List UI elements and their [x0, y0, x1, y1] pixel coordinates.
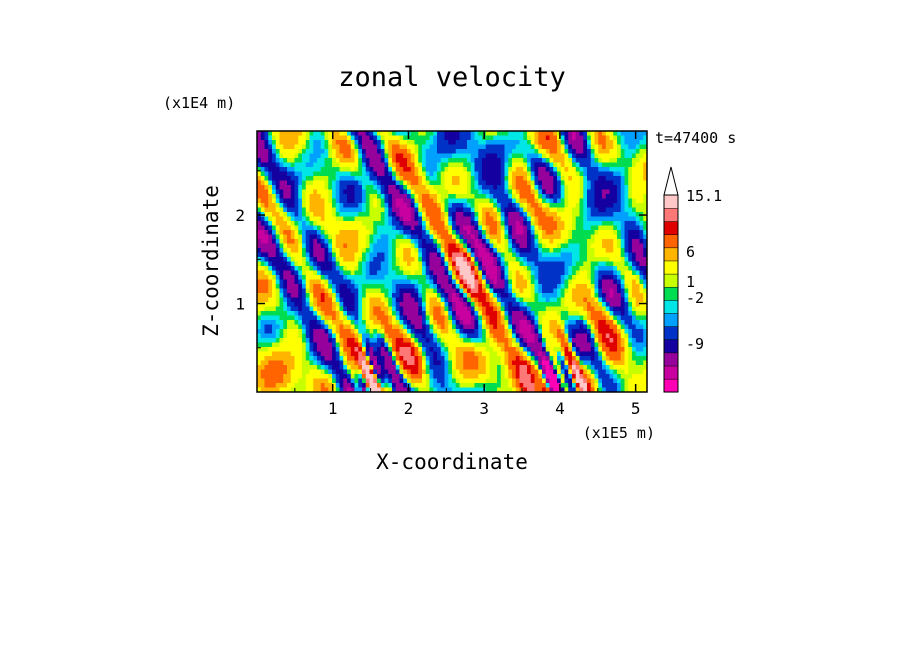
y-axis-label: Z-coordinate [199, 185, 223, 337]
colorbar-swatch [663, 299, 679, 314]
colorbar-label: 6 [686, 243, 695, 261]
colorbar-label: -2 [686, 289, 704, 307]
colorbar-swatch [663, 273, 679, 288]
colorbar-frame [663, 194, 679, 393]
y-tick-label: 2 [235, 206, 245, 225]
velocity-field [257, 131, 647, 392]
x-tick-label: 1 [328, 399, 338, 418]
colorbar-label: -9 [686, 335, 704, 353]
colorbar-swatch [663, 352, 679, 367]
x-tick-label: 3 [479, 399, 489, 418]
chart-title: zonal velocity [338, 62, 566, 93]
x-axis-unit: (x1E5 m) [583, 424, 655, 442]
y-axis: 12 [235, 170, 647, 349]
colorbar-swatch [663, 312, 679, 327]
y-tick-label: 1 [235, 295, 245, 314]
colorbar-label: 1 [686, 273, 695, 291]
time-label: t=47400 s [655, 129, 736, 147]
colorbar-swatch [663, 326, 679, 341]
colorbar-swatch [663, 221, 679, 235]
colorbar-swatch [663, 234, 679, 249]
x-tick-label: 5 [631, 399, 641, 418]
x-tick-label: 4 [555, 399, 565, 418]
colorbar-swatch [663, 194, 679, 209]
colorbar-swatch [663, 207, 679, 222]
colorbar-swatch [663, 339, 679, 354]
colorbar-swatch [663, 378, 679, 393]
plot-frame [256, 130, 648, 393]
colorbar: 15.1 6 1-2 -9 [663, 166, 722, 393]
colorbar-swatch [663, 286, 679, 301]
colorbar-swatch [663, 365, 679, 380]
x-axis: 1 2 3 4 5 [294, 131, 641, 418]
colorbar-label: 15.1 [686, 187, 722, 205]
colorbar-swatch [663, 260, 679, 275]
x-tick-label: 2 [404, 399, 414, 418]
colorbar-swatch [663, 247, 679, 262]
x-axis-label: X-coordinate [376, 450, 528, 474]
colorbar-extend-arrow [663, 166, 679, 196]
y-axis-unit: (x1E4 m) [163, 94, 235, 112]
